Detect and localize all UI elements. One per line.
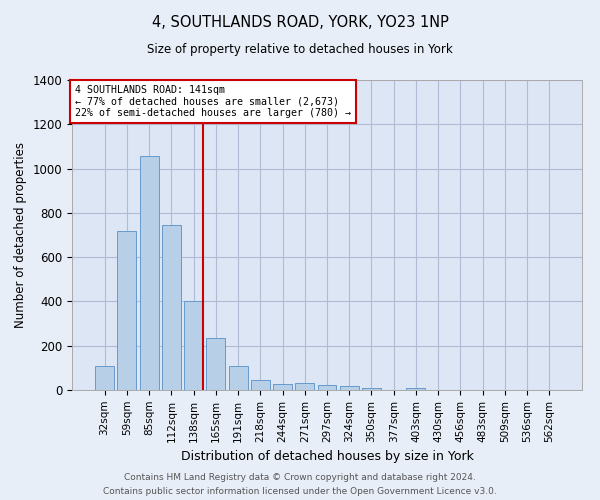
Bar (162, 225, 181, 390)
Bar (362, 388, 381, 390)
Text: Size of property relative to detached houses in York: Size of property relative to detached ho… (147, 42, 453, 56)
Bar (118, 231, 136, 390)
Text: 4, SOUTHLANDS ROAD, YORK, YO23 1NP: 4, SOUTHLANDS ROAD, YORK, YO23 1NP (152, 15, 448, 30)
Bar (251, 380, 270, 390)
Bar (229, 366, 248, 390)
X-axis label: Distribution of detached houses by size in York: Distribution of detached houses by size … (181, 450, 473, 463)
Bar (295, 384, 314, 390)
Bar (140, 156, 158, 390)
Text: 4 SOUTHLANDS ROAD: 141sqm
← 77% of detached houses are smaller (2,673)
22% of se: 4 SOUTHLANDS ROAD: 141sqm ← 77% of detac… (74, 84, 350, 118)
Bar (317, 385, 337, 390)
Y-axis label: Number of detached properties: Number of detached properties (14, 142, 27, 328)
Bar (273, 384, 292, 390)
Bar (340, 386, 359, 390)
Text: Contains HM Land Registry data © Crown copyright and database right 2024.: Contains HM Land Registry data © Crown c… (124, 473, 476, 482)
Bar (95, 366, 114, 390)
Bar (184, 302, 203, 390)
Bar (206, 338, 225, 390)
Text: Contains public sector information licensed under the Open Government Licence v3: Contains public sector information licen… (103, 486, 497, 496)
Bar (406, 388, 425, 390)
